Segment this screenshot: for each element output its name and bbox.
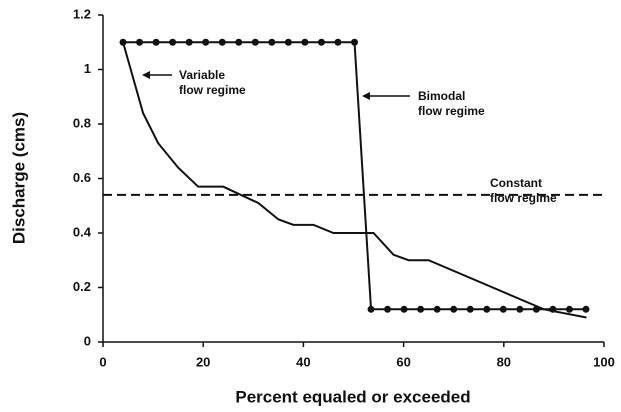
series-marker [400,305,408,313]
y-tick-label: 0.8 [73,115,91,130]
series-marker [367,305,375,313]
series-marker [235,38,243,46]
x-tick-label: 60 [396,354,410,369]
y-tick-label: 0.2 [73,279,91,294]
series-marker [433,305,441,313]
series-marker [417,305,425,313]
series-marker [499,305,507,313]
series-marker [450,305,458,313]
series-marker [384,305,392,313]
annotation-text: Bimodal [418,89,465,103]
annotation-text: Variable [179,68,225,82]
series-marker [549,305,557,313]
series-marker [466,305,474,313]
series-marker [532,305,540,313]
x-tick-label: 0 [99,354,106,369]
series-marker [185,38,193,46]
x-tick-label: 20 [196,354,210,369]
series-marker [136,38,144,46]
y-tick-label: 0.4 [73,224,92,239]
series-marker [169,38,177,46]
y-axis-title: Discharge (cms) [9,112,28,244]
series-marker [119,38,127,46]
series-marker [202,38,210,46]
annotation-arrowhead [142,71,150,79]
series-marker [565,305,573,313]
y-tick-label: 1 [84,61,91,76]
series-marker [582,305,590,313]
x-axis-title: Percent equaled or exceeded [235,387,470,406]
y-tick-label: 0.6 [73,170,91,185]
series-marker [483,305,491,313]
annotation-text: flow regime [179,83,246,97]
series-marker [516,305,524,313]
y-tick-label: 1.2 [73,6,91,21]
annotation-text: flow regime [418,104,485,118]
series-marker [152,38,160,46]
annotation-arrowhead [362,92,370,100]
series-marker [251,38,259,46]
annotation-text: flow regime [490,191,557,205]
x-tick-label: 40 [296,354,310,369]
series-marker [284,38,292,46]
series-marker [301,38,309,46]
x-tick-label: 100 [593,354,615,369]
y-tick-label: 0 [84,333,91,348]
series-marker [268,38,276,46]
series-marker [317,38,325,46]
series-marker [351,38,359,46]
series-marker [218,38,226,46]
annotation-text: Constant [490,176,542,190]
x-tick-label: 80 [497,354,511,369]
series-marker [334,38,342,46]
series-line [122,41,587,319]
